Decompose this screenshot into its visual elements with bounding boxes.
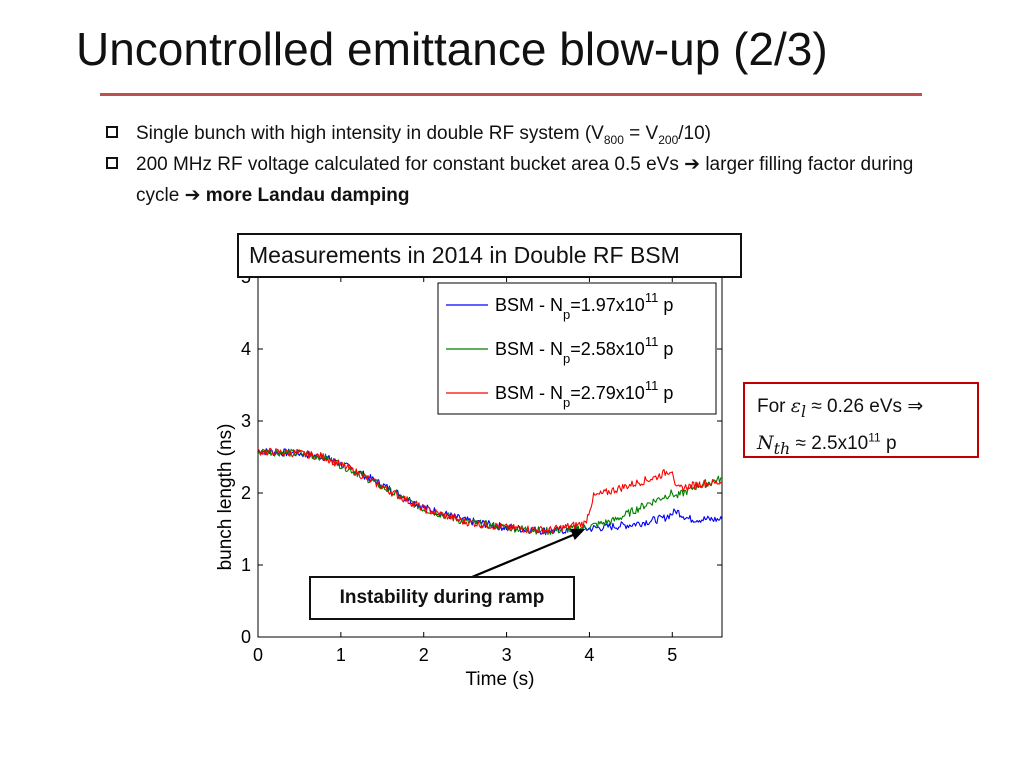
annotation-arrow-line bbox=[471, 530, 581, 579]
y-axis-label: bunch length (ns) bbox=[215, 424, 236, 571]
threshold-for-text: For bbox=[757, 396, 786, 417]
x-axis-label: Time (s) bbox=[466, 669, 535, 690]
x-tick-label: 3 bbox=[502, 645, 512, 665]
bullet-bold-text: more Landau damping bbox=[205, 185, 410, 206]
bullet-item: 200 MHz RF voltage calculated for consta… bbox=[104, 149, 924, 211]
instability-label: Instability during ramp bbox=[309, 576, 575, 620]
voltage-subscript: 800 bbox=[603, 132, 624, 147]
threshold-line-intensity: Nth ≈ 2.5x1011 p bbox=[757, 428, 977, 465]
n-subscript: th bbox=[773, 438, 791, 458]
emittance-value: 0.26 eVs bbox=[827, 396, 903, 417]
x-tick-label: 2 bbox=[419, 645, 429, 665]
x-tick-label: 4 bbox=[584, 645, 594, 665]
threshold-callout: For εl ≈ 0.26 eVs ⇒ Nth ≈ 2.5x1011 p bbox=[743, 382, 979, 458]
bullet-item: Single bunch with high intensity in doub… bbox=[104, 118, 924, 149]
intensity-value: 2.5x10 bbox=[811, 432, 869, 454]
epsilon-symbol: ε bbox=[790, 395, 801, 417]
title-underline bbox=[100, 93, 922, 96]
x-tick-label: 5 bbox=[667, 645, 677, 665]
epsilon-subscript: l bbox=[800, 401, 807, 421]
checkbox-bullet-icon bbox=[106, 157, 118, 169]
annotation-arrowhead-icon bbox=[570, 528, 586, 540]
y-tick-label: 2 bbox=[241, 483, 251, 503]
threshold-line-emittance: For εl ≈ 0.26 eVs ⇒ bbox=[757, 391, 977, 428]
measurement-label: Measurements in 2014 in Double RF BSM bbox=[237, 233, 742, 278]
bullet-text: 200 MHz RF voltage calculated for consta… bbox=[136, 154, 685, 175]
voltage-subscript: 200 bbox=[658, 132, 679, 147]
implies-symbol: ⇒ bbox=[907, 396, 924, 417]
bullet-text: = V bbox=[623, 123, 659, 144]
intensity-unit: p bbox=[885, 432, 897, 454]
bullet-text: larger filling factor during cycle bbox=[136, 154, 914, 206]
legend-entry: BSM - Np=1.97x1011 p bbox=[495, 290, 673, 322]
bullet-list: Single bunch with high intensity in doub… bbox=[104, 118, 924, 211]
approx-symbol: ≈ bbox=[811, 396, 822, 417]
right-arrow-icon: ➔ bbox=[184, 185, 201, 206]
x-tick-label: 0 bbox=[253, 645, 263, 665]
x-tick-label: 1 bbox=[336, 645, 346, 665]
checkbox-bullet-icon bbox=[106, 126, 118, 138]
series-line-red bbox=[257, 447, 723, 535]
y-tick-label: 4 bbox=[241, 339, 251, 359]
legend-entry: BSM - Np=2.79x1011 p bbox=[495, 378, 673, 410]
y-tick-label: 3 bbox=[241, 411, 251, 431]
legend-entry: BSM - Np=2.58x1011 p bbox=[495, 334, 673, 366]
y-tick-label: 1 bbox=[241, 555, 251, 575]
bullet-text: /10) bbox=[678, 123, 711, 144]
intensity-exponent: 11 bbox=[868, 430, 881, 445]
approx-symbol: ≈ bbox=[795, 432, 806, 454]
bullet-text: Single bunch with high intensity in doub… bbox=[136, 123, 604, 144]
n-symbol: N bbox=[757, 431, 774, 454]
y-tick-label: 0 bbox=[241, 627, 251, 647]
slide-title: Uncontrolled emittance blow-up (2/3) bbox=[76, 23, 828, 75]
right-arrow-icon: ➔ bbox=[684, 154, 701, 175]
